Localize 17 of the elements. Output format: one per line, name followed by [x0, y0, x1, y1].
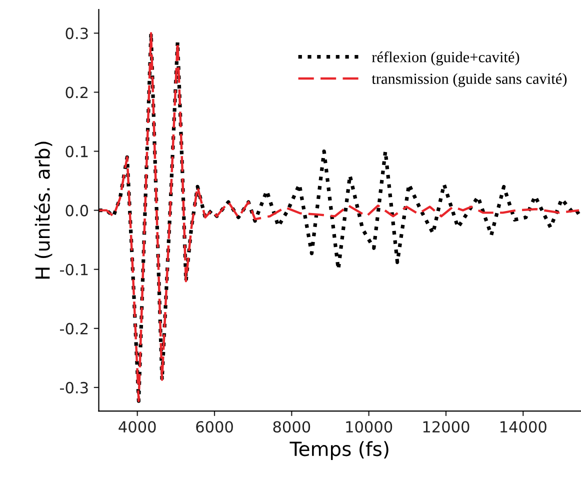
x-tick-label: 14000 — [500, 421, 546, 433]
y-tick-label: -0.1 — [60, 264, 88, 276]
legend-label: réflexion (guide+cavité) — [372, 51, 520, 66]
x-tick-label: 6000 — [196, 421, 233, 433]
x-tick-label: 10000 — [346, 421, 392, 433]
y-tick-label: 0.0 — [66, 204, 88, 216]
y-tick-label: 0.2 — [66, 86, 88, 98]
y-tick-label: -0.3 — [60, 382, 88, 394]
x-tick-label: 4000 — [118, 421, 156, 433]
legend-label: transmission (guide sans cavité) — [372, 73, 567, 88]
y-tick-label: -0.2 — [60, 322, 88, 334]
x-axis-title: Temps (fs) — [290, 441, 388, 460]
x-tick-label: 12000 — [423, 421, 470, 433]
y-tick-label: 0.3 — [66, 28, 88, 40]
y-tick-label: 0.1 — [66, 146, 88, 158]
y-axis-title: H (unités. arb) — [34, 142, 52, 279]
x-tick-label: 8000 — [273, 421, 310, 433]
